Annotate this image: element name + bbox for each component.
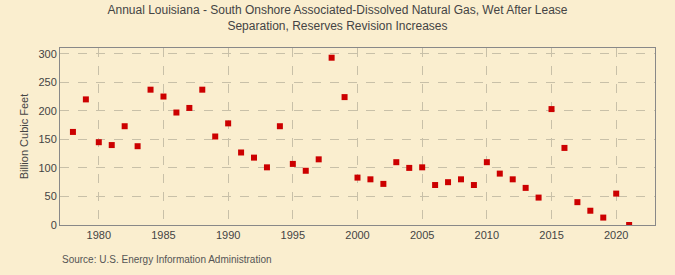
svg-text:Annual Louisiana - South Onsho: Annual Louisiana - South Onshore Associa… xyxy=(107,3,567,33)
svg-text:100: 100 xyxy=(38,162,56,174)
svg-text:300: 300 xyxy=(38,48,56,60)
svg-text:200: 200 xyxy=(38,105,56,117)
svg-text:150: 150 xyxy=(38,133,56,145)
svg-text:2010: 2010 xyxy=(475,229,499,241)
svg-text:2020: 2020 xyxy=(604,229,628,241)
svg-text:2000: 2000 xyxy=(345,229,369,241)
svg-text:0: 0 xyxy=(51,219,57,231)
svg-text:2005: 2005 xyxy=(410,229,434,241)
svg-text:1990: 1990 xyxy=(216,229,240,241)
svg-text:1985: 1985 xyxy=(151,229,175,241)
svg-text:Billion Cubic Feet: Billion Cubic Feet xyxy=(18,94,30,180)
svg-text:Source: U.S. Energy Informatio: Source: U.S. Energy Information Administ… xyxy=(62,254,272,265)
svg-text:2015: 2015 xyxy=(539,229,563,241)
svg-text:50: 50 xyxy=(45,190,57,202)
svg-text:250: 250 xyxy=(38,76,56,88)
svg-text:1980: 1980 xyxy=(87,229,111,241)
svg-text:1995: 1995 xyxy=(281,229,305,241)
